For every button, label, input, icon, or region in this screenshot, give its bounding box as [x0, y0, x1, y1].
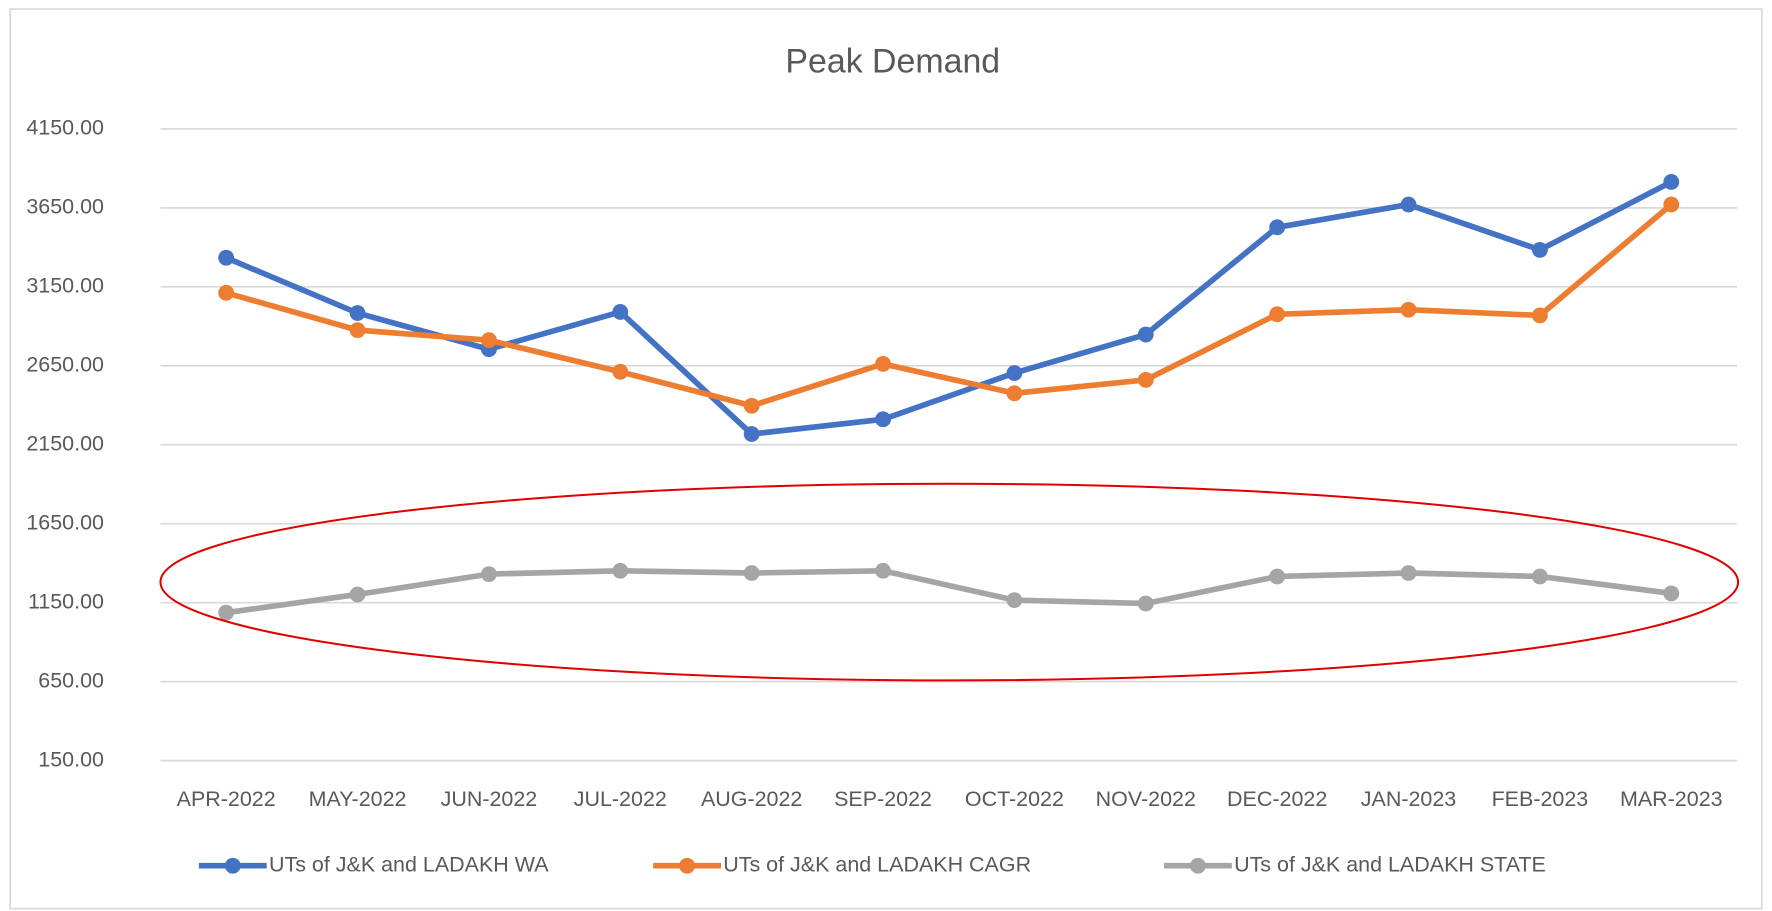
data-point: [1137, 595, 1154, 612]
data-point: [349, 305, 366, 321]
data-point: [1400, 196, 1417, 213]
data-point: [1663, 174, 1680, 190]
data-point: [875, 411, 891, 428]
legend-label: UTs of J&K and LADAKH WA: [269, 852, 549, 876]
y-tick-label: 1650.00: [26, 510, 104, 534]
y-tick-label: 2150.00: [26, 431, 104, 455]
data-point: [1531, 241, 1548, 258]
series-line: [225, 567, 1672, 616]
data-point: [875, 562, 891, 579]
x-tick-label: APR-2022: [177, 787, 276, 811]
data-point: [1006, 365, 1023, 381]
data-point: [1006, 592, 1023, 609]
legend-label: UTs of J&K and LADAKH CAGR: [723, 852, 1031, 876]
x-tick-label: JUL-2022: [574, 787, 667, 811]
legend-marker: [224, 857, 241, 874]
data-point: [1663, 585, 1680, 602]
legend-marker: [679, 857, 696, 874]
y-tick-label: 4150.00: [26, 116, 104, 140]
y-tick-label: 2650.00: [26, 352, 104, 376]
legend-label: UTs of J&K and LADAKH STATE: [1234, 852, 1546, 876]
data-point: [1269, 306, 1286, 323]
data-point: [1006, 385, 1023, 402]
data-point: [743, 565, 760, 581]
data-point: [218, 249, 235, 266]
x-tick-label: AUG-2022: [701, 787, 802, 811]
legend-marker: [1189, 857, 1206, 874]
data-point: [612, 562, 629, 579]
data-point: [1137, 371, 1154, 388]
data-point: [480, 332, 497, 349]
y-tick-label: 3150.00: [26, 274, 104, 298]
x-tick-label: MAR-2023: [1620, 787, 1723, 811]
data-point: [480, 566, 497, 583]
data-point: [743, 397, 760, 414]
highlight-ellipse: [159, 482, 1740, 682]
data-point: [1137, 326, 1154, 343]
chart-border: [9, 8, 1763, 910]
data-point: [218, 284, 235, 301]
data-point: [349, 322, 366, 339]
y-tick-label: 3650.00: [26, 195, 104, 219]
x-tick-label: NOV-2022: [1096, 787, 1196, 811]
series-line: [225, 202, 1674, 409]
data-point: [1269, 219, 1286, 236]
y-tick-label: 650.00: [38, 668, 104, 692]
x-tick-label: DEC-2022: [1227, 787, 1327, 811]
y-tick-label: 150.00: [38, 747, 104, 771]
data-point: [612, 363, 629, 380]
x-tick-label: MAY-2022: [309, 787, 407, 811]
data-point: [1269, 568, 1286, 585]
x-tick-label: OCT-2022: [965, 787, 1064, 811]
data-point: [1531, 568, 1548, 585]
x-tick-label: JUN-2022: [441, 787, 538, 811]
data-point: [1531, 307, 1548, 324]
data-point: [875, 355, 891, 372]
x-tick-label: FEB-2023: [1492, 787, 1589, 811]
plot: [218, 174, 1680, 621]
data-point: [218, 604, 235, 621]
data-point: [743, 426, 760, 442]
x-tick-label: SEP-2022: [834, 787, 932, 811]
legend: UTs of J&K and LADAKH WA UTs of J&K and L…: [198, 852, 1546, 876]
y-tick-label: 1150.00: [28, 589, 104, 613]
data-point: [1400, 565, 1417, 581]
data-point: [1400, 301, 1417, 318]
data-point: [612, 304, 629, 320]
series-line: [225, 179, 1673, 437]
data-point: [349, 586, 366, 603]
chart-title: Peak Demand: [785, 42, 1000, 80]
grid: 150.00 650.00 1150.00 1650.00 2150.00 2650.00…: [26, 116, 1737, 811]
x-tick-label: JAN-2023: [1361, 787, 1456, 811]
data-point: [1663, 196, 1680, 213]
